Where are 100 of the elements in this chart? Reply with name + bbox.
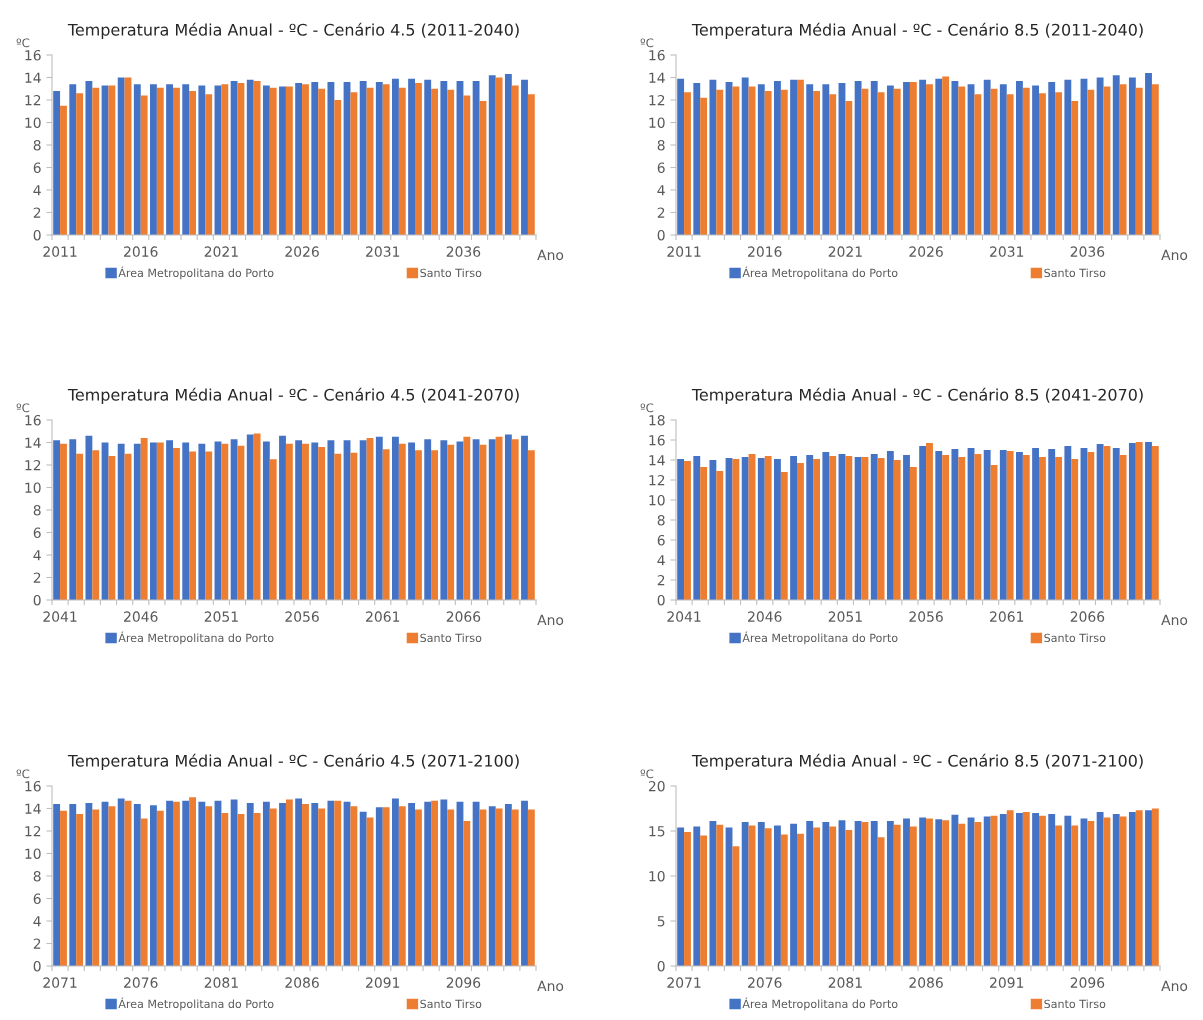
bar [295, 83, 303, 235]
bar [1048, 813, 1056, 966]
bar [1032, 448, 1039, 600]
bar [318, 447, 326, 600]
bar [398, 87, 406, 235]
bar [173, 448, 180, 600]
legend-label: Área Metropolitana do Porto [118, 631, 274, 645]
y-tick-label: 4 [33, 550, 41, 561]
bar [893, 88, 901, 235]
chart-title: Temperatura Média Anual - ºC - Cenário 4.5 (2011-2040) [67, 22, 519, 39]
bar [302, 443, 309, 600]
legend-label: Santo Tirso [1044, 999, 1106, 1009]
y-tick-label: 5 [657, 916, 665, 927]
x-tick-label: 2046 [124, 611, 158, 622]
bar [359, 811, 367, 966]
bar [999, 813, 1007, 966]
bar [1096, 77, 1104, 235]
bar [774, 825, 781, 966]
bar [205, 451, 213, 600]
bar [935, 819, 943, 966]
bar [302, 804, 309, 966]
legend-label: Área Metropolitana do Porto [742, 997, 898, 1011]
y-tick-label: 4 [33, 185, 41, 196]
bar [1128, 812, 1136, 966]
bar [527, 809, 535, 966]
bar [974, 454, 982, 600]
legend-label: Santo Tirso [420, 633, 482, 643]
bar [757, 822, 765, 966]
legend-label: Santo Tirso [1044, 268, 1106, 278]
bar [133, 443, 141, 600]
bar [935, 451, 943, 600]
bar [780, 89, 788, 235]
bar [60, 105, 67, 235]
y-tick-label: 12 [649, 474, 665, 486]
bar [382, 84, 390, 235]
bar [1151, 446, 1159, 600]
y-tick-label: 0 [33, 594, 41, 606]
bar [919, 79, 927, 235]
bar [311, 442, 319, 600]
y-axis-title: ºC [640, 38, 654, 48]
bar [741, 822, 749, 966]
bar [133, 84, 141, 235]
bar [182, 84, 190, 235]
bar [790, 456, 797, 600]
chart-title: Temperatura Média Anual - ºC - Cenário 8.5 (2011-2040) [691, 22, 1143, 39]
bar [877, 92, 885, 235]
bar [285, 443, 293, 600]
bar [909, 826, 917, 966]
x-tick-label: 2086 [909, 977, 943, 988]
bar [684, 92, 691, 235]
y-tick-label: 10 [25, 117, 41, 128]
bar [318, 808, 326, 966]
bar [677, 78, 685, 235]
bar [909, 467, 917, 600]
bar [311, 82, 319, 235]
bar [108, 85, 116, 235]
bar [716, 824, 724, 966]
bar [677, 827, 685, 966]
bar [1055, 457, 1062, 600]
bar [1112, 448, 1120, 600]
bar [1039, 457, 1046, 600]
bar [108, 456, 116, 600]
bar [140, 438, 148, 600]
y-tick-label: 14 [25, 72, 41, 83]
bar [1087, 452, 1095, 600]
bar [1112, 75, 1120, 235]
bar [327, 440, 335, 600]
bar [431, 88, 438, 235]
y-tick-label: 8 [33, 504, 41, 516]
bar [822, 452, 830, 600]
x-tick-label: 2016 [124, 246, 158, 257]
bar [92, 87, 100, 235]
bar [488, 439, 496, 600]
bar [69, 84, 77, 235]
bar [974, 94, 982, 235]
bar [684, 461, 691, 600]
bar [85, 802, 93, 966]
bar [903, 82, 910, 235]
y-tick-label: 0 [657, 594, 665, 606]
bar [797, 463, 804, 600]
bar [757, 84, 765, 235]
x-tick-label: 2091 [366, 977, 400, 988]
bar [205, 806, 213, 966]
bar [415, 809, 422, 966]
bar [1064, 79, 1072, 235]
bar [732, 459, 740, 600]
bar [511, 809, 519, 966]
y-axis-title: ºC [640, 403, 654, 413]
bar [886, 821, 894, 966]
bar [85, 80, 93, 235]
x-tick-label: 2071 [43, 977, 77, 988]
bar [951, 80, 959, 235]
bar [684, 831, 691, 966]
bar [182, 800, 190, 966]
bar [797, 833, 804, 966]
bar [166, 800, 173, 966]
bar [334, 453, 342, 600]
bar [398, 806, 406, 966]
bar [521, 800, 528, 966]
bar [909, 82, 917, 235]
